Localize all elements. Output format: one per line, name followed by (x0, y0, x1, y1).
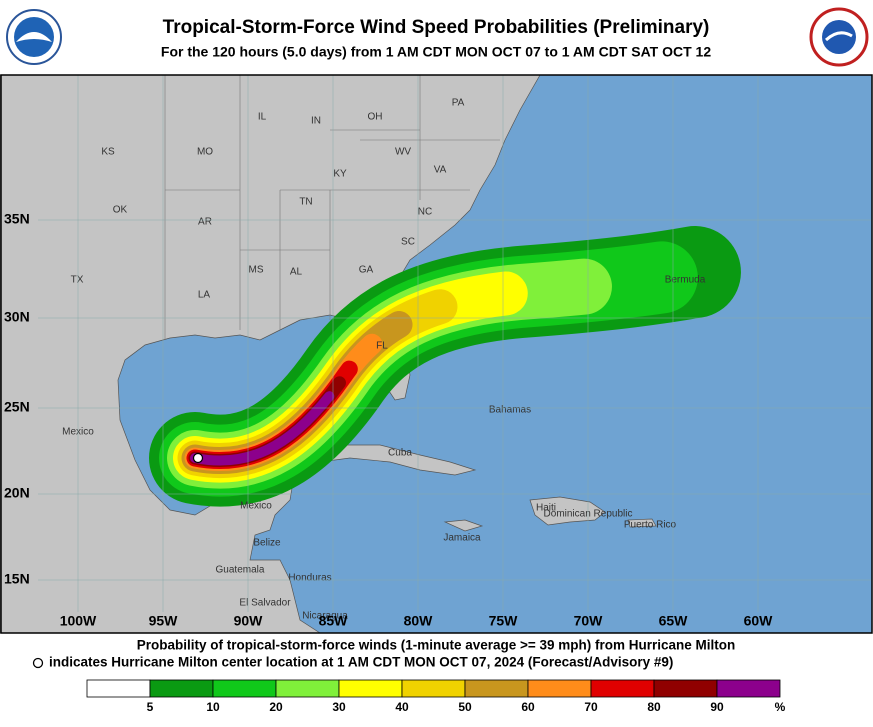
lat-label: 15N (4, 571, 30, 587)
legend-swatch (527, 679, 592, 698)
lon-label: 90W (234, 613, 264, 629)
place-label: AR (198, 217, 212, 228)
place-label: Haiti (536, 503, 556, 514)
title: Tropical-Storm-Force Wind Speed Probabil… (163, 17, 710, 38)
legend-swatch (653, 679, 718, 698)
legend-swatch (212, 679, 277, 698)
legend-label: 50 (458, 700, 472, 714)
legend-swatch (149, 679, 214, 698)
legend-swatch (86, 679, 151, 698)
place-label: Bermuda (665, 275, 706, 286)
place-label: Puerto Rico (624, 520, 677, 531)
place-label: AL (290, 267, 303, 278)
jamaica (443, 519, 484, 532)
cuba (298, 444, 477, 476)
map-frame (0, 74, 873, 634)
place-label: IL (258, 112, 267, 123)
legend-label: 40 (395, 700, 409, 714)
place-label: OH (368, 112, 383, 123)
graticule: 35N 30N 25N 20N 15N 100W 95W 90W 85W 80W 75W 70W 65W… (4, 75, 872, 629)
lon-label: 60W (744, 613, 774, 629)
place-label: Bahamas (489, 405, 531, 416)
footer-line: indicates Hurricane Milton center locati… (49, 655, 673, 670)
nws-logo (809, 7, 869, 67)
legend-label: 70 (584, 700, 598, 714)
place-label: Belize (253, 538, 281, 549)
lat-label: 30N (4, 309, 30, 325)
lon-label: 65W (659, 613, 689, 629)
legend-swatch (275, 679, 340, 698)
place-label: MO (197, 147, 213, 158)
place-label: LA (198, 290, 211, 301)
legend-label: 10 (206, 700, 220, 714)
legend-label: 80 (647, 700, 661, 714)
place-label: PA (452, 98, 465, 109)
lon-label: 95W (149, 613, 179, 629)
legend-unit: % (775, 700, 786, 714)
place-label: NC (418, 207, 432, 218)
place-label: Jamaica (443, 533, 481, 544)
lon-label: 85W (319, 613, 349, 629)
lat-label: 25N (4, 399, 30, 415)
place-label: TX (71, 275, 84, 286)
place-label: VA (434, 165, 447, 176)
place-label: MS (249, 265, 264, 276)
place-label: IN (311, 116, 321, 127)
lat-label: 35N (4, 211, 30, 227)
legend-swatch (716, 679, 781, 698)
puerto-rico (627, 518, 657, 528)
noaa-logo (6, 9, 62, 65)
place-label: Mexico (240, 501, 272, 512)
place-label: Guatemala (216, 565, 265, 576)
place-label: GA (359, 265, 374, 276)
storm-center (192, 452, 204, 464)
legend-swatch (464, 679, 529, 698)
hispaniola (529, 496, 606, 526)
place-label: FL (376, 341, 388, 352)
place-label: KY (333, 169, 347, 180)
legend-label: 30 (332, 700, 346, 714)
land (0, 74, 541, 634)
lon-label: 75W (489, 613, 519, 629)
legend-swatch (590, 679, 655, 698)
legend-label: 60 (521, 700, 535, 714)
lon-label: 100W (60, 613, 97, 629)
place-label: TN (299, 197, 312, 208)
place-label: OK (113, 205, 128, 216)
state-borders (164, 75, 500, 340)
legend-label: 5 (147, 700, 154, 714)
center-symbol (32, 657, 44, 669)
place-label: Honduras (288, 573, 331, 584)
place-label: El Salvador (239, 598, 291, 609)
legend-label: 20 (269, 700, 283, 714)
place-label: Cuba (388, 448, 412, 459)
legend-label: 90 (710, 700, 724, 714)
place-label: WV (395, 147, 411, 158)
legend-swatch (401, 679, 466, 698)
probability-band (190, 267, 700, 466)
lon-label: 70W (574, 613, 604, 629)
lat-label: 20N (4, 485, 30, 501)
place-label: Nicaragua (302, 611, 348, 622)
subtitle: For the 120 hours (5.0 days) from 1 AM C… (161, 44, 711, 60)
legend: 5 10 20 30 40 50 60 70 80 90% (86, 679, 786, 714)
place-label: SC (401, 237, 415, 248)
lon-label: 80W (404, 613, 434, 629)
footer-line: Probability of tropical-storm-force wind… (137, 638, 736, 653)
legend-swatch (338, 679, 403, 698)
place-label: KS (101, 147, 115, 158)
